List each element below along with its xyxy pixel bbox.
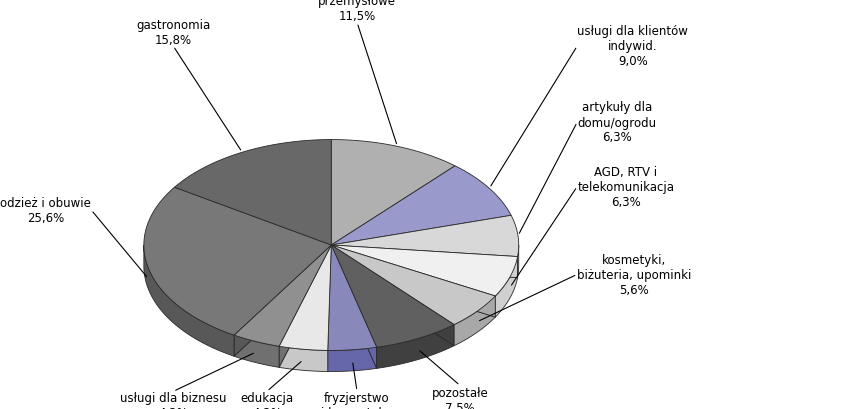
Polygon shape (332, 245, 377, 369)
Polygon shape (279, 346, 328, 372)
Polygon shape (234, 335, 279, 367)
Text: usługi dla biznesu
4,2%: usługi dla biznesu 4,2% (120, 391, 226, 409)
Polygon shape (332, 245, 454, 347)
Text: AGD, RTV i
telekomunikacja
6,3%: AGD, RTV i telekomunikacja 6,3% (577, 166, 674, 209)
Polygon shape (174, 140, 332, 245)
Polygon shape (332, 245, 454, 346)
Polygon shape (332, 245, 518, 278)
Polygon shape (328, 245, 377, 351)
Polygon shape (234, 245, 332, 356)
Text: usługi dla klientów
indywid.
9,0%: usługi dla klientów indywid. 9,0% (577, 25, 689, 68)
Polygon shape (332, 245, 518, 278)
Polygon shape (332, 245, 454, 346)
Polygon shape (332, 140, 455, 245)
Text: fryzjerstwo
i kosmetyka
4,2%: fryzjerstwo i kosmetyka 4,2% (321, 391, 393, 409)
Text: odzież i obuwie
25,6%: odzież i obuwie 25,6% (0, 196, 91, 224)
Polygon shape (332, 245, 377, 369)
Polygon shape (328, 245, 332, 372)
Polygon shape (234, 245, 332, 346)
Polygon shape (454, 296, 496, 346)
Text: art. spożywcze i
przemysłowe
11,5%: art. spożywcze i przemysłowe 11,5% (309, 0, 405, 23)
Polygon shape (279, 245, 332, 351)
Polygon shape (332, 216, 518, 257)
Polygon shape (328, 347, 377, 372)
Polygon shape (332, 245, 496, 317)
Polygon shape (328, 245, 332, 372)
Polygon shape (332, 166, 511, 245)
Text: edukacja
4,2%: edukacja 4,2% (241, 391, 293, 409)
Polygon shape (234, 245, 332, 356)
Polygon shape (279, 245, 332, 367)
Polygon shape (496, 257, 518, 317)
Polygon shape (377, 325, 454, 369)
Text: kosmetyki,
biżuteria, upominki
5,6%: kosmetyki, biżuteria, upominki 5,6% (577, 253, 692, 296)
Polygon shape (332, 245, 496, 317)
Text: artykuły dla
domu/ogrodu
6,3%: artykuły dla domu/ogrodu 6,3% (577, 101, 656, 144)
Polygon shape (332, 245, 518, 296)
Text: gastronomia
15,8%: gastronomia 15,8% (136, 19, 210, 47)
Text: pozostałe
7,5%: pozostałe 7,5% (432, 386, 489, 409)
Polygon shape (144, 188, 332, 335)
Polygon shape (279, 245, 332, 367)
Polygon shape (144, 245, 234, 356)
Polygon shape (332, 245, 496, 325)
